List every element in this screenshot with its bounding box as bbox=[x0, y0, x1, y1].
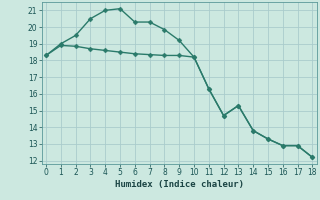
X-axis label: Humidex (Indice chaleur): Humidex (Indice chaleur) bbox=[115, 180, 244, 189]
